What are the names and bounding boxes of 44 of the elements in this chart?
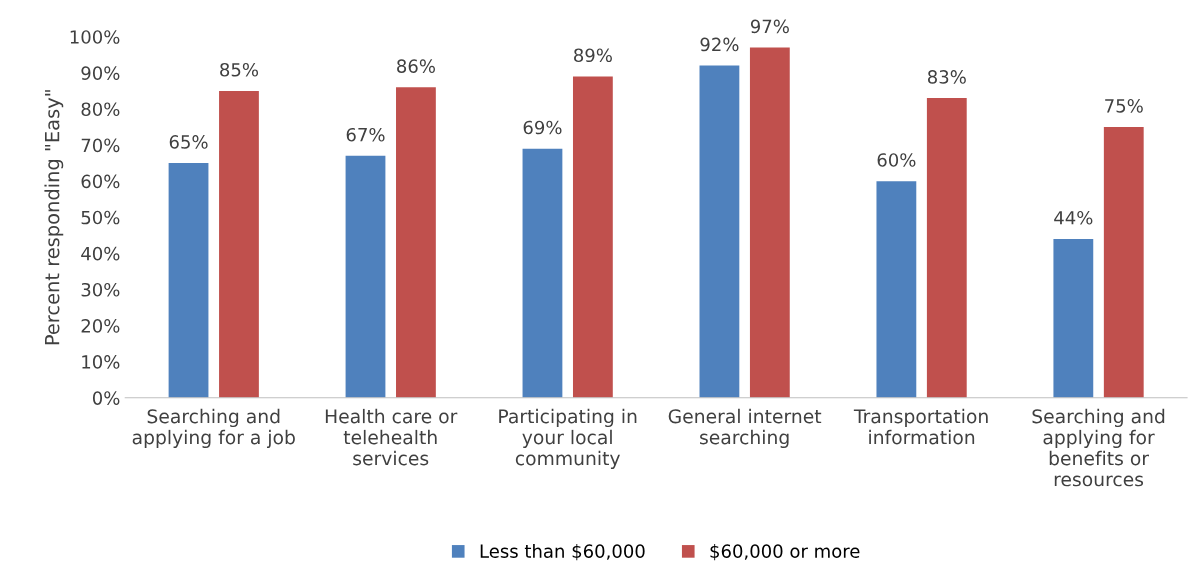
data-label: 97% (750, 19, 789, 34)
data-label: 60% (877, 153, 916, 167)
y-tick-label: 30% (81, 282, 120, 297)
data-label: 75% (1105, 99, 1143, 113)
x-tick-label: Participating in your local community (499, 408, 637, 470)
x-tick-label: Searching and applying for a job (132, 408, 295, 449)
data-label: 85% (220, 62, 259, 77)
bar (699, 65, 740, 398)
data-label: 44% (1054, 210, 1093, 225)
bar (572, 76, 613, 398)
bar (1053, 238, 1094, 398)
x-tick-label: Health care or telehealth services (325, 408, 458, 466)
data-label: 92% (700, 37, 739, 52)
bar (219, 90, 259, 398)
bar (749, 47, 790, 398)
bar (396, 87, 436, 398)
y-tick-label: 100% (70, 30, 120, 44)
y-tick-label: 80% (81, 102, 120, 117)
y-tick-label: 0% (92, 391, 120, 405)
x-tick-label: Transportation information (853, 408, 988, 445)
y-axis-title: Percent responding "Easy" (44, 90, 64, 345)
x-tick-label: Searching and applying for benefits or resources (1032, 408, 1165, 487)
data-label: 86% (397, 59, 435, 73)
data-label: 65% (169, 135, 208, 149)
y-tick-label: 90% (81, 66, 120, 80)
bar (522, 148, 563, 398)
y-tick-label: 50% (81, 210, 120, 225)
data-label: 83% (927, 70, 966, 84)
y-tick-label: 20% (81, 319, 120, 333)
bar (876, 181, 917, 398)
y-tick-label: 40% (81, 246, 120, 261)
data-label: 89% (574, 48, 612, 63)
bar (1103, 126, 1144, 398)
bar (926, 98, 967, 398)
data-label: 69% (523, 120, 562, 135)
y-tick-label: 60% (81, 174, 120, 189)
x-tick-label: General internet searching (668, 408, 822, 449)
legend-label: $60,000 or more (710, 543, 860, 561)
bar (345, 155, 386, 398)
bar (168, 163, 209, 398)
data-label: 67% (346, 127, 385, 142)
legend-label: Less than $60,000 (480, 543, 645, 561)
y-tick-label: 70% (81, 138, 120, 153)
y-tick-label: 10% (82, 355, 120, 369)
